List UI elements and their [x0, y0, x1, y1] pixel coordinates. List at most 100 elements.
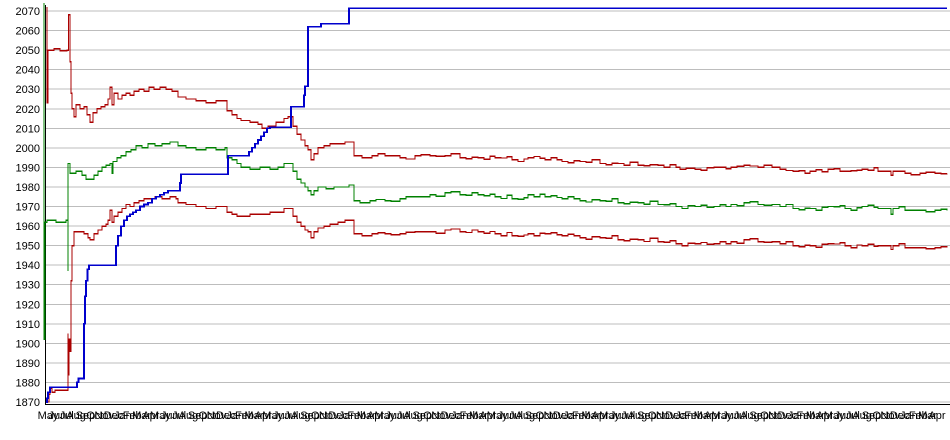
x-axis-month-label: Oct	[648, 410, 665, 422]
x-axis-month-label: Nov	[319, 410, 339, 422]
x-axis-month-label: Dec	[441, 410, 461, 422]
x-axis-month-label: Aug	[740, 410, 760, 422]
x-axis-month-label: Oct	[872, 410, 889, 422]
x-axis-month-label: Apr	[255, 410, 272, 422]
x-axis-month-label: Jun	[273, 410, 291, 422]
x-axis-month-label: Feb	[909, 410, 928, 422]
x-axis-month-label: Jan	[788, 410, 806, 422]
x-axis-month-label: Mar	[581, 410, 600, 422]
x-axis-month-label: Dec	[665, 410, 685, 422]
y-axis-tick-label: 1980	[16, 182, 40, 194]
y-axis-tick-label: 2040	[16, 65, 40, 77]
x-axis-month-label: Oct	[760, 410, 777, 422]
x-axis-month-label: Jul	[509, 410, 523, 422]
x-axis-month-label: Nov	[94, 410, 114, 422]
x-axis-month-label: Aug	[66, 410, 86, 422]
x-axis-month-label: Feb	[460, 410, 479, 422]
x-axis-month-label: May	[38, 410, 59, 422]
x-axis-month-label: May	[375, 410, 396, 422]
x-axis-month-label: Sep	[76, 410, 96, 422]
x-axis-month-label: Apr	[816, 410, 833, 422]
x-axis-month-label: Apr	[142, 410, 159, 422]
x-axis-month-label: May	[824, 410, 845, 422]
y-axis-tick-label: 2030	[16, 84, 40, 96]
x-axis-month-label: Apr	[592, 410, 609, 422]
x-axis-month-label: Mar	[694, 410, 713, 422]
x-axis-month-label: Mar	[806, 410, 825, 422]
series-lower-red	[48, 196, 948, 403]
y-axis-tick-label: 1930	[16, 280, 40, 292]
y-axis-tick-label: 1970	[16, 202, 40, 214]
x-axis-month-label: Dec	[890, 410, 910, 422]
x-axis-month-label: Dec	[778, 410, 798, 422]
x-axis-month-label: May	[599, 410, 620, 422]
x-axis-month-label: Feb	[123, 410, 142, 422]
x-axis-month-label: Jun	[610, 410, 628, 422]
x-axis-month-label: Sep	[637, 410, 657, 422]
series-upper-red	[46, 7, 948, 176]
x-axis-month-label: Jan	[563, 410, 581, 422]
x-axis-month-label: Apr	[367, 410, 384, 422]
x-axis-month-label: Aug	[403, 410, 423, 422]
x-axis-month-label: Aug	[628, 410, 648, 422]
x-axis-month-label: Feb	[572, 410, 591, 422]
x-axis-month-label: Mar	[918, 410, 937, 422]
x-axis-month-label: Jun	[161, 410, 179, 422]
x-axis-month-label: Dec	[328, 410, 348, 422]
x-axis-month-label: Jul	[621, 410, 635, 422]
x-axis-month-label: Jun	[722, 410, 740, 422]
x-axis-month-label: Jan	[114, 410, 132, 422]
x-axis-month-label: Jun	[498, 410, 516, 422]
x-axis-month-label: Jan	[900, 410, 918, 422]
x-axis-month-label: Dec	[553, 410, 573, 422]
x-axis-month-label: Aug	[852, 410, 872, 422]
x-axis-month-label: Jan	[675, 410, 693, 422]
x-axis-month-label: May	[711, 410, 732, 422]
x-axis-month-label: Jul	[60, 410, 74, 422]
x-axis-month-label: Apr	[479, 410, 496, 422]
x-axis-month-label: Feb	[684, 410, 703, 422]
x-axis-month-label: Mar	[132, 410, 151, 422]
y-axis-tick-label: 2010	[16, 123, 40, 135]
x-axis-month-label: Sep	[525, 410, 545, 422]
x-axis-month-label: Sep	[300, 410, 320, 422]
y-axis-tick-label: 1880	[16, 377, 40, 389]
x-axis-month-label: Oct	[199, 410, 216, 422]
x-axis-month-label: Feb	[797, 410, 816, 422]
x-axis-month-label: Jul	[846, 410, 860, 422]
x-axis-month-label: Aug	[516, 410, 536, 422]
x-axis-month-label: Jun	[835, 410, 853, 422]
x-axis-month-label: Nov	[544, 410, 564, 422]
x-axis-month-label: May	[150, 410, 171, 422]
x-axis-month-label: Jan	[226, 410, 244, 422]
x-axis-month-label: Dec	[104, 410, 124, 422]
x-axis-month-label: Sep	[749, 410, 769, 422]
x-axis-month-label: Nov	[431, 410, 451, 422]
y-axis-tick-label: 1910	[16, 319, 40, 331]
y-axis-tick-label: 2050	[16, 45, 40, 57]
y-axis-tick-label: 1890	[16, 358, 40, 370]
x-axis-month-label: Feb	[347, 410, 366, 422]
y-axis-tick-label: 1940	[16, 260, 40, 272]
x-axis-month-label: Mar	[357, 410, 376, 422]
y-axis-tick-label: 1870	[16, 397, 40, 409]
y-axis-tick-label: 1990	[16, 162, 40, 174]
series-green	[43, 3, 948, 341]
x-axis-month-label: May	[262, 410, 283, 422]
x-axis-month-label: Mar	[469, 410, 488, 422]
x-axis-month-label: May	[487, 410, 508, 422]
x-axis-month-label: Aug	[291, 410, 311, 422]
x-axis-month-label: Oct	[86, 410, 103, 422]
x-axis-month-label: Mar	[244, 410, 263, 422]
y-axis-tick-label: 1920	[16, 299, 40, 311]
x-axis-month-label: Nov	[656, 410, 676, 422]
x-axis-month-label: Apr	[704, 410, 721, 422]
x-axis-month-label: Apr	[928, 410, 945, 422]
x-axis-month-label: Feb	[235, 410, 254, 422]
x-axis-month-label: Jun	[49, 410, 67, 422]
x-axis-month-label: Jan	[451, 410, 469, 422]
y-axis-tick-label: 2000	[16, 143, 40, 155]
x-axis-month-label: Jul	[172, 410, 186, 422]
